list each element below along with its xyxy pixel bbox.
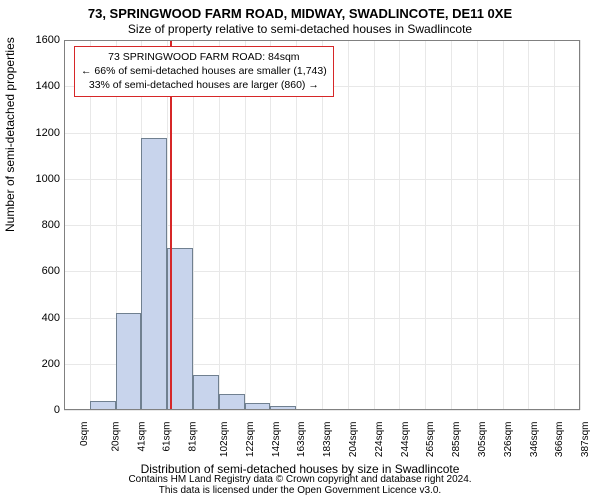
y-tick-label: 800 xyxy=(42,219,60,231)
x-tick-label: 265sqm xyxy=(425,422,436,458)
info-box-line: 73 SPRINGWOOD FARM ROAD: 84sqm xyxy=(81,50,327,64)
histogram-bar xyxy=(270,406,296,410)
info-box: 73 SPRINGWOOD FARM ROAD: 84sqm← 66% of s… xyxy=(74,46,334,97)
x-tick-label: 20sqm xyxy=(110,422,121,452)
histogram-bar xyxy=(141,138,167,410)
x-tick-label: 122sqm xyxy=(245,422,256,458)
y-tick-label: 1600 xyxy=(36,34,60,46)
histogram-bar xyxy=(116,313,142,410)
y-tick-label: 400 xyxy=(42,312,60,324)
chart-container: 73, SPRINGWOOD FARM ROAD, MIDWAY, SWADLI… xyxy=(0,0,600,500)
x-tick-label: 366sqm xyxy=(554,422,565,458)
grid-line-v xyxy=(580,40,581,410)
info-box-line: ← 66% of semi-detached houses are smalle… xyxy=(81,64,327,78)
x-tick-label: 224sqm xyxy=(374,422,385,458)
y-tick-label: 1000 xyxy=(36,173,60,185)
x-tick-label: 285sqm xyxy=(451,422,462,458)
x-tick-label: 204sqm xyxy=(348,422,359,458)
grid-line-h xyxy=(64,410,580,411)
chart-title-line1: 73, SPRINGWOOD FARM ROAD, MIDWAY, SWADLI… xyxy=(0,6,600,21)
x-tick-label: 387sqm xyxy=(580,422,591,458)
x-tick-label: 244sqm xyxy=(400,422,411,458)
histogram-bar xyxy=(245,403,271,410)
x-tick-label: 41sqm xyxy=(136,422,147,452)
x-tick-label: 81sqm xyxy=(188,422,199,452)
footer-attribution: Contains HM Land Registry data © Crown c… xyxy=(0,474,600,496)
y-tick-label: 0 xyxy=(54,404,60,416)
info-box-line: 33% of semi-detached houses are larger (… xyxy=(81,78,327,92)
y-tick-label: 200 xyxy=(42,358,60,370)
footer-line: This data is licensed under the Open Gov… xyxy=(0,485,600,496)
y-tick-label: 1200 xyxy=(36,127,60,139)
y-tick-label: 1400 xyxy=(36,80,60,92)
y-axis-label: Number of semi-detached properties xyxy=(3,37,17,232)
chart-title-line2: Size of property relative to semi-detach… xyxy=(0,22,600,36)
x-tick-label: 305sqm xyxy=(477,422,488,458)
histogram-bar xyxy=(90,401,116,410)
x-tick-label: 163sqm xyxy=(296,422,307,458)
histogram-bar xyxy=(219,394,245,410)
footer-line: Contains HM Land Registry data © Crown c… xyxy=(0,474,600,485)
y-tick-label: 600 xyxy=(42,265,60,277)
x-tick-label: 142sqm xyxy=(271,422,282,458)
x-tick-label: 102sqm xyxy=(219,422,230,458)
x-tick-label: 326sqm xyxy=(503,422,514,458)
x-tick-label: 346sqm xyxy=(529,422,540,458)
x-tick-label: 0sqm xyxy=(79,422,90,446)
histogram-bar xyxy=(193,375,219,410)
x-tick-label: 61sqm xyxy=(162,422,173,452)
x-tick-label: 183sqm xyxy=(322,422,333,458)
